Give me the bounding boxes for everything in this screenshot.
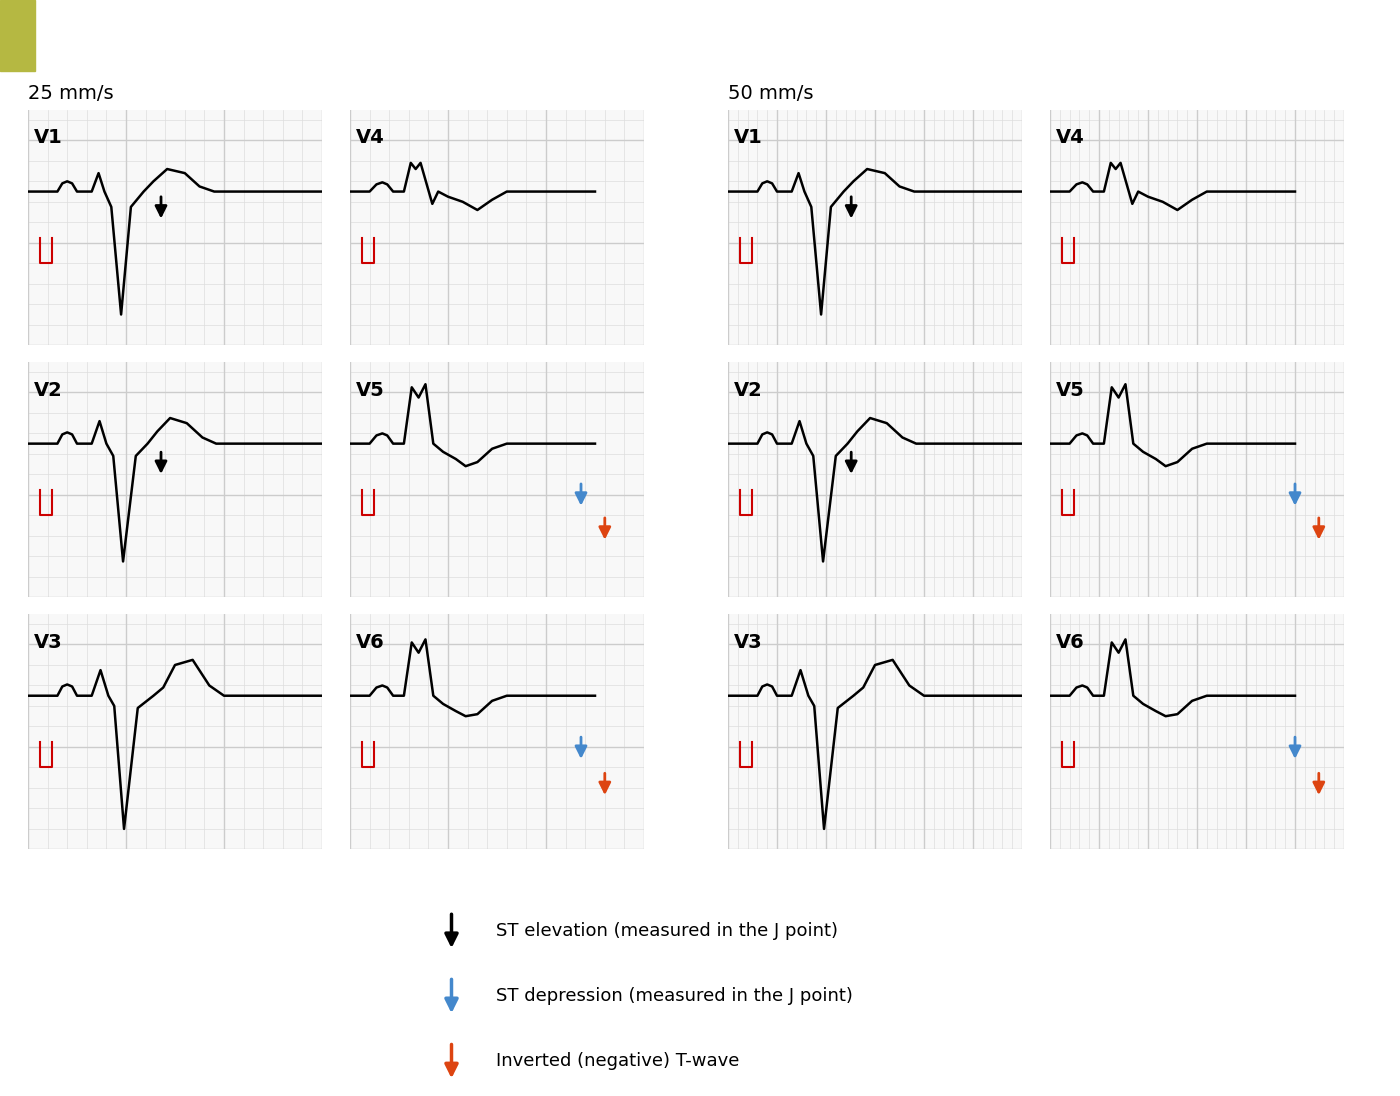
- Text: V1: V1: [34, 128, 63, 148]
- Text: V5: V5: [356, 380, 385, 400]
- Text: V3: V3: [734, 632, 763, 652]
- Text: V6: V6: [356, 632, 385, 652]
- Text: 50 mm/s: 50 mm/s: [728, 83, 813, 103]
- Bar: [0, 0, 35, 71]
- Text: V4: V4: [356, 128, 385, 148]
- Text: ST depression (measured in the J point): ST depression (measured in the J point): [496, 987, 853, 1005]
- Text: V5: V5: [1056, 380, 1085, 400]
- Text: V6: V6: [1056, 632, 1085, 652]
- Text: V2: V2: [34, 380, 63, 400]
- Text: V4: V4: [1056, 128, 1085, 148]
- Text: 25 mm/s: 25 mm/s: [28, 83, 113, 103]
- Text: V1: V1: [734, 128, 763, 148]
- Text: Inverted (negative) T-wave: Inverted (negative) T-wave: [496, 1052, 739, 1071]
- Text: V3: V3: [34, 632, 63, 652]
- Text: Left bundle branch block at two different paper speeds: Left bundle branch block at two differen…: [42, 22, 910, 49]
- Text: V2: V2: [734, 380, 763, 400]
- Text: ST elevation (measured in the J point): ST elevation (measured in the J point): [496, 922, 837, 940]
